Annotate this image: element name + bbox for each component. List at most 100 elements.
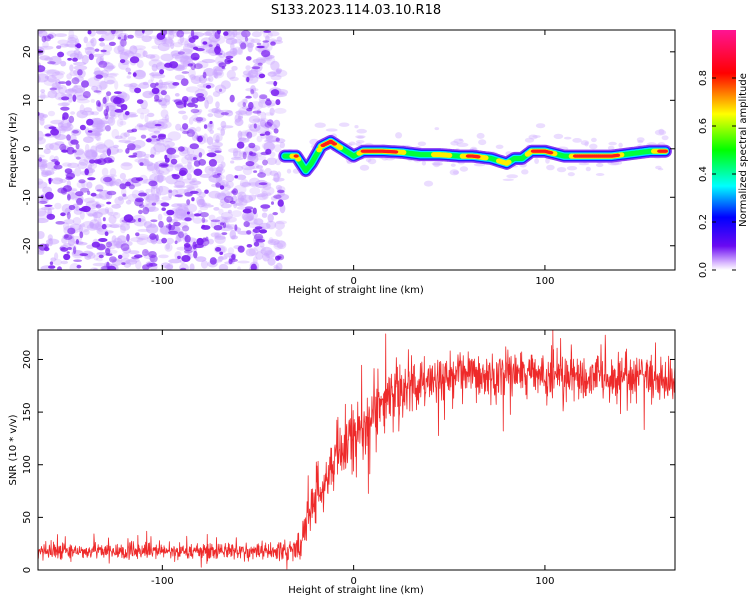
noise-blob <box>267 213 274 223</box>
noise-blob <box>73 84 78 89</box>
noise-blob <box>274 107 287 114</box>
noise-region <box>38 30 290 270</box>
noise-blob <box>147 112 155 118</box>
noise-blob <box>81 205 91 213</box>
noise-blob <box>101 32 115 41</box>
noise-blob <box>109 109 116 118</box>
noise-blob <box>106 79 115 85</box>
noise-blob <box>64 43 78 47</box>
noise-blob <box>154 94 160 102</box>
noise-blob <box>57 51 65 58</box>
noise-blob <box>257 62 263 66</box>
noise-blob <box>151 170 165 175</box>
ridge-halo <box>584 141 589 147</box>
noise-blob <box>178 146 185 152</box>
noise-blob <box>107 174 118 178</box>
noise-blob <box>108 41 116 47</box>
noise-blob <box>164 264 174 270</box>
noise-blob <box>149 233 157 240</box>
noise-blob <box>42 186 53 194</box>
noise-blob <box>231 39 243 44</box>
noise-blob <box>40 89 46 94</box>
noise-blob <box>221 211 233 220</box>
noise-blob <box>48 237 53 247</box>
noise-blob <box>49 261 54 266</box>
noise-blob <box>76 110 88 119</box>
noise-blob <box>67 162 79 168</box>
noise-blob <box>114 109 124 113</box>
noise-blob <box>214 192 222 199</box>
noise-blob <box>60 106 70 111</box>
noise-blob <box>94 67 101 76</box>
noise-blob <box>275 184 282 191</box>
noise-blob <box>134 30 144 37</box>
noise-blob <box>119 120 127 126</box>
ridge-halo <box>596 163 604 168</box>
noise-blob <box>38 75 41 84</box>
noise-blob <box>185 183 199 189</box>
noise-blob <box>157 173 164 183</box>
noise-blob <box>62 185 72 192</box>
noise-blob <box>186 102 196 108</box>
noise-blob <box>166 209 175 216</box>
noise-blob <box>96 136 102 142</box>
noise-blob <box>138 174 148 184</box>
noise-blob <box>54 202 62 210</box>
noise-blob <box>151 202 157 206</box>
noise-blob <box>108 215 117 224</box>
noise-blob <box>249 75 254 81</box>
noise-blob <box>154 85 166 89</box>
noise-blob <box>72 57 78 62</box>
noise-blob <box>115 241 122 249</box>
y-tick-label: 150 <box>22 403 33 422</box>
noise-blob <box>151 73 166 79</box>
noise-blob <box>135 233 149 240</box>
noise-blob <box>229 94 235 103</box>
noise-blob <box>158 133 167 138</box>
noise-blob <box>197 109 203 113</box>
noise-blob <box>205 84 212 89</box>
noise-blob <box>246 37 255 45</box>
noise-blob <box>208 159 217 167</box>
noise-blob <box>240 130 250 136</box>
noise-blob <box>192 35 199 40</box>
noise-blob <box>100 49 107 53</box>
noise-blob <box>193 74 206 82</box>
noise-blob <box>198 191 206 198</box>
colorbar-tick-label: 0.0 <box>698 262 709 278</box>
noise-blob <box>175 234 182 243</box>
noise-blob <box>196 60 209 69</box>
ridge-halo <box>563 136 572 140</box>
y-tick-label: -10 <box>22 189 33 205</box>
ridge-halo <box>591 137 597 143</box>
noise-blob <box>134 158 147 163</box>
noise-blob <box>95 74 103 79</box>
noise-blob <box>252 118 263 122</box>
noise-blob <box>252 58 267 64</box>
noise-blob <box>239 178 249 188</box>
noise-blob <box>95 204 102 209</box>
noise-blob <box>174 74 185 81</box>
noise-blob <box>204 189 209 194</box>
noise-blob <box>63 253 71 261</box>
noise-blob <box>127 218 136 224</box>
noise-blob <box>242 73 257 79</box>
noise-blob <box>73 65 88 71</box>
noise-blob <box>211 107 220 114</box>
noise-blob <box>226 69 236 80</box>
noise-blob <box>79 124 86 131</box>
noise-blob <box>177 38 190 46</box>
noise-blob <box>69 52 80 59</box>
noise-blob <box>215 101 220 109</box>
noise-blob <box>156 165 161 175</box>
noise-blob <box>61 237 68 244</box>
noise-blob <box>81 54 89 65</box>
noise-blob <box>184 217 192 222</box>
noise-blob <box>107 265 117 270</box>
noise-blob <box>38 181 48 189</box>
noise-blob <box>274 144 282 153</box>
noise-blob <box>119 51 129 61</box>
noise-blob <box>70 111 76 115</box>
noise-blob <box>69 64 74 72</box>
